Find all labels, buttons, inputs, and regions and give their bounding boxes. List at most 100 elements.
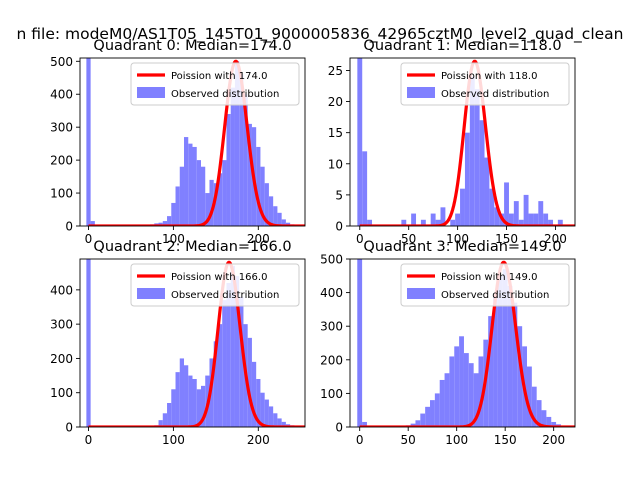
quadrant-0-axes: 0 100 200 0 100 200 300 400 500 Quadrant 0: Media… [50,38,306,246]
histogram-bar [268,406,274,427]
histogram-bar [264,399,269,427]
histogram-bar [420,413,426,427]
histogram-bar [484,157,490,226]
x-tick-label: 100 [446,232,469,246]
y-tick-label: 300 [50,318,73,332]
histogram-bar [493,295,498,427]
histogram-bar [411,213,417,226]
histogram-bar [425,406,431,427]
x-tick-label: 200 [247,232,270,246]
histogram-bar [86,58,91,226]
histogram-bar [454,346,460,427]
y-tick-label: 200 [320,353,343,367]
y-tick-label: 300 [320,320,343,334]
y-tick-label: 15 [328,126,343,140]
x-tick-label: 200 [542,433,565,447]
x-tick-label: 0 [85,433,93,447]
histogram-bar [489,188,495,226]
x-tick-label: 0 [356,433,364,447]
quadrant-1-plot-area [357,58,575,226]
poisson-curve [359,260,575,427]
histogram-bar [523,194,529,226]
histogram-bar [90,221,95,226]
histogram-bar [192,379,197,427]
histogram-bar [209,179,214,226]
histogram-bar [243,94,248,226]
histogram-bar [264,183,269,226]
histogram-bar [205,193,210,226]
y-tick-label: 100 [320,387,343,401]
histogram-bar [247,337,252,427]
histogram-bar [463,353,469,427]
quadrant-3-plot-area [357,259,575,427]
y-tick-label: 5 [335,188,343,202]
y-tick-label: 0 [335,421,343,435]
histogram-bar [239,74,244,226]
histogram-bar [357,58,363,226]
histogram-bar [260,166,265,226]
histogram-bar [162,221,168,226]
quadrant-title: Quadrant 2: Median=166.0 [93,239,291,255]
y-tick-label: 400 [50,283,73,297]
x-tick-label: 50 [401,232,416,246]
axes-frame [79,57,306,227]
histogram-bar [512,302,518,427]
histogram-bar [518,219,524,226]
legend: Poission with 149.0 Observed distribution [400,263,570,307]
histogram-bar [226,283,231,427]
histogram-bar [548,219,553,226]
legend-line-label: Poission with 118.0 [441,71,537,82]
figure-suptitle: n file: modeM0/AS1T05_145T01_9000005836_… [17,25,624,44]
histogram-bar [444,373,450,427]
histogram-bar [362,421,367,427]
legend: Poission with 118.0 Observed distribution [400,62,570,106]
histogram-bar [551,421,557,427]
y-tick-label: 20 [328,95,343,109]
histogram-bar [464,132,470,226]
histogram-bar [196,389,201,427]
histogram-bar [234,61,240,226]
x-tick-label: 100 [162,232,185,246]
y-tick-label: 100 [50,187,73,201]
histogram-bar [533,213,539,226]
histogram-bar [158,222,163,226]
legend-line-label: Poission with 149.0 [441,272,537,283]
histogram-bar [277,212,282,226]
histogram-bar [504,182,509,226]
x-tick-label: 200 [544,232,567,246]
histogram-bar [230,87,235,226]
histogram-bar [362,151,368,226]
legend-patch-label: Observed distribution [441,89,549,100]
histogram-bar [536,400,542,427]
histogram-bar [179,166,185,226]
y-tick-label: 300 [50,121,73,135]
histogram-bar [217,173,223,226]
y-tick-label: 500 [320,253,343,267]
x-tick-label: 50 [401,433,416,447]
histogram-bar [538,201,544,226]
histogram-bar [167,403,172,427]
legend-patch-swatch [407,87,435,98]
histogram-bar [557,219,563,226]
histogram-bar [213,341,218,427]
histogram-bar [479,120,485,226]
histogram-bar [455,213,461,226]
histogram-bar [184,365,189,427]
legend: Poission with 166.0 Observed distribution [130,263,300,307]
axes-frame [79,258,306,428]
histogram-bar [469,76,475,226]
histogram-bar [196,160,201,226]
quadrant-title: Quadrant 0: Median=174.0 [93,38,291,54]
quadrant-title: Quadrant 3: Median=149.0 [363,239,561,255]
histogram-bar [528,213,534,226]
histogram-bar [251,361,257,427]
histogram-bar [213,183,218,226]
histogram-bar [474,89,480,226]
histogram-bar [200,166,206,226]
histogram-bar [273,206,278,226]
legend-box [130,263,300,307]
histogram-bar [460,188,465,226]
y-tick-label: 200 [50,352,73,366]
histogram-bar [497,275,503,427]
histogram-bar [188,375,193,427]
